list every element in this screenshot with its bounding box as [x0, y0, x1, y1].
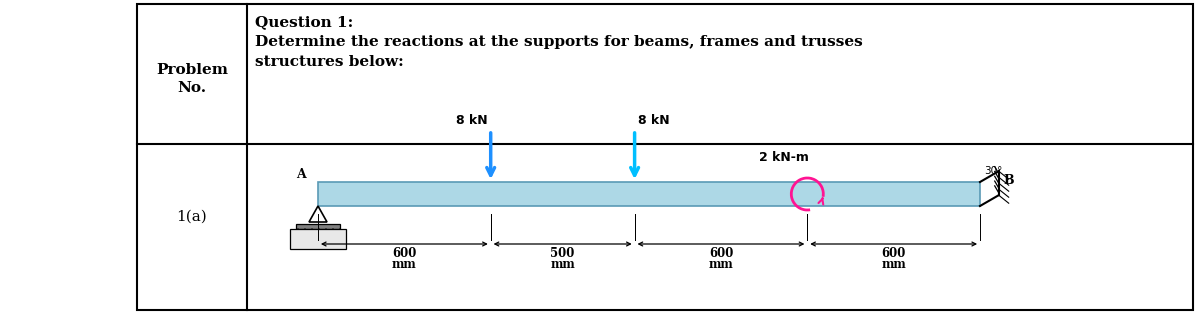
Text: 8 kN: 8 kN: [637, 114, 670, 127]
Text: 30°: 30°: [984, 166, 1002, 176]
Text: Question 1:: Question 1:: [256, 15, 353, 29]
Text: mm: mm: [881, 258, 906, 271]
Text: mm: mm: [551, 258, 575, 271]
Text: 600: 600: [882, 247, 906, 260]
Text: 500: 500: [551, 247, 575, 260]
Text: mm: mm: [392, 258, 416, 271]
Text: A: A: [296, 168, 306, 181]
Text: Determine the reactions at the supports for beams, frames and trusses: Determine the reactions at the supports …: [256, 35, 863, 49]
Text: 8 kN: 8 kN: [456, 114, 487, 127]
Text: mm: mm: [708, 258, 733, 271]
Bar: [290, 229, 346, 249]
Bar: [296, 224, 340, 229]
Text: 600: 600: [709, 247, 733, 260]
Polygon shape: [310, 206, 326, 222]
Text: structures below:: structures below:: [256, 55, 403, 69]
Bar: [318, 182, 980, 206]
Text: Problem: Problem: [156, 63, 228, 77]
Text: No.: No.: [178, 81, 206, 95]
Text: 600: 600: [392, 247, 416, 260]
Text: B: B: [1003, 175, 1014, 187]
Text: 2 kN-m: 2 kN-m: [760, 151, 809, 164]
Text: 1(a): 1(a): [176, 210, 208, 224]
Bar: [137, 4, 1193, 310]
